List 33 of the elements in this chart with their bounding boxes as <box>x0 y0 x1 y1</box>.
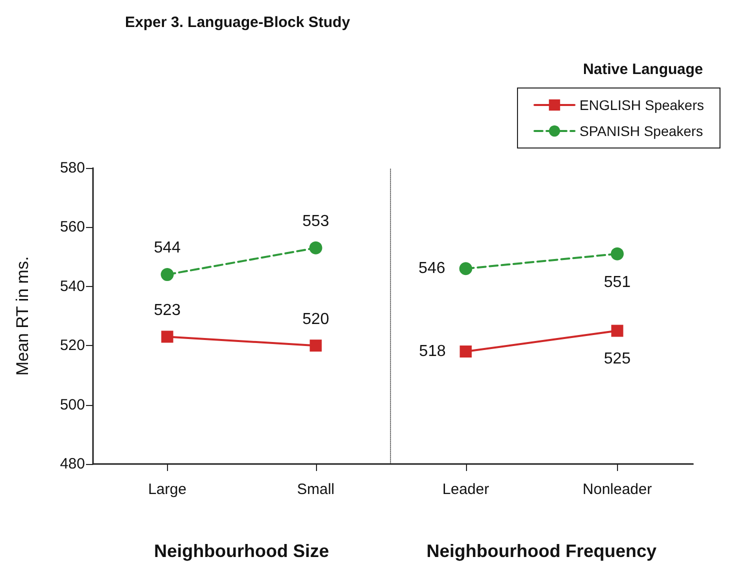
data-label: 551 <box>604 274 631 291</box>
y-tick-label: 540 <box>60 278 85 295</box>
x-tick-label: Nonleader <box>582 481 652 498</box>
y-tick-label: 580 <box>60 160 85 176</box>
data-label: 520 <box>302 311 330 328</box>
y-tick-label: 500 <box>60 396 85 414</box>
point <box>459 262 472 276</box>
y-axis-title: Mean RT in ms. <box>13 256 32 376</box>
point <box>161 330 174 343</box>
point <box>160 268 174 282</box>
data-label: 523 <box>154 302 181 320</box>
y-tick-label: 560 <box>60 218 85 236</box>
x-tick-label: Large <box>148 481 186 498</box>
x-tick-label: Leader <box>442 481 490 498</box>
point <box>611 324 624 337</box>
data-label: 546 <box>418 260 446 278</box>
data-label: 518 <box>419 343 446 360</box>
y-tick-label: 480 <box>60 456 85 472</box>
x-axis-title: Neighbourhood Frequency <box>426 541 657 561</box>
point <box>310 340 322 352</box>
legend-label: ENGLISH Speakers <box>580 97 704 113</box>
x-tick-label: Small <box>296 481 335 498</box>
point <box>460 346 472 358</box>
legend-label: SPANISH Speakers <box>580 123 703 139</box>
chart-title: Exper 3. Language-Block Study <box>125 14 351 31</box>
data-label: 553 <box>302 212 330 230</box>
x-axis-title: Neighbourhood Size <box>154 541 329 561</box>
data-label: 525 <box>604 350 631 368</box>
point <box>610 247 624 260</box>
legend-title: Native Language <box>582 61 703 78</box>
y-tick-label: 520 <box>60 337 85 354</box>
point <box>309 241 322 254</box>
data-label: 544 <box>154 240 181 257</box>
